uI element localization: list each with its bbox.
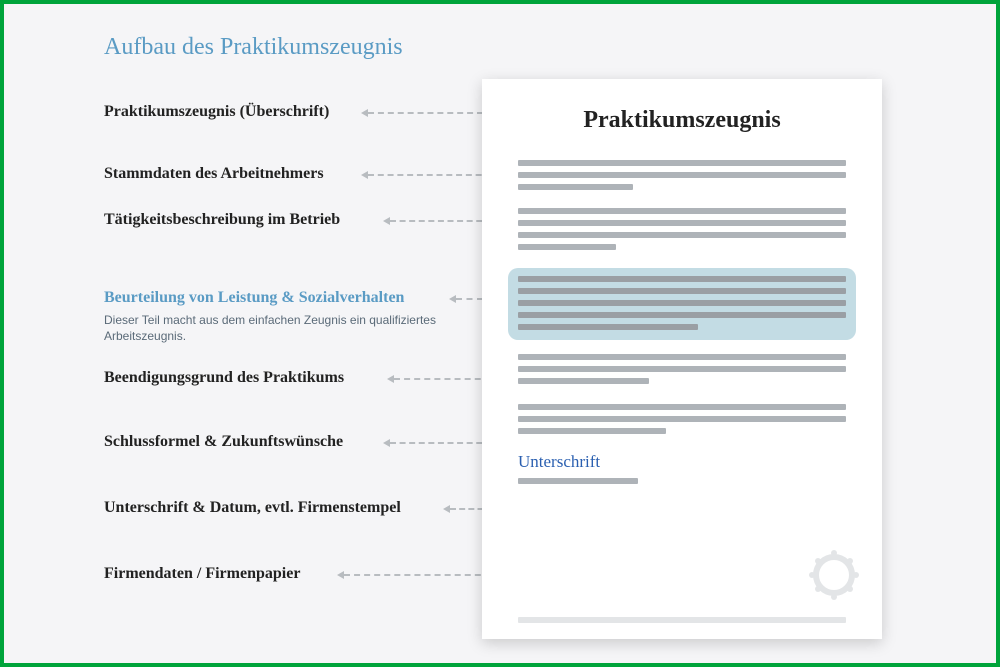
signature-line (518, 478, 638, 484)
text-line (518, 404, 846, 410)
doc-heading: Praktikumszeugnis (518, 107, 846, 134)
doc-body (518, 160, 846, 434)
text-line (518, 288, 846, 294)
text-line (518, 208, 846, 214)
text-line (518, 300, 846, 306)
highlighted-section (508, 268, 856, 340)
label-text: Beurteilung von Leistung & Sozialverhalt… (104, 288, 464, 309)
text-line (518, 428, 666, 434)
text-line (518, 366, 846, 372)
text-block (518, 160, 846, 190)
text-line (518, 184, 633, 190)
text-line (518, 416, 846, 422)
text-line (518, 244, 616, 250)
label-item: Beurteilung von Leistung & Sozialverhalt… (104, 288, 464, 344)
seal-icon (808, 549, 860, 601)
text-line (518, 378, 649, 384)
text-line (518, 232, 846, 238)
document-preview: Praktikumszeugnis Unterschrift (482, 79, 882, 639)
text-block (518, 354, 846, 384)
text-line (518, 354, 846, 360)
text-line (518, 312, 846, 318)
text-block (518, 208, 846, 250)
text-line (518, 160, 846, 166)
text-line (518, 276, 846, 282)
infographic-container: Aufbau des Praktikumszeugnis Praktikumsz… (4, 4, 996, 663)
text-block (518, 404, 846, 434)
text-line (518, 324, 698, 330)
label-item: Unterschrift & Datum, evtl. Firmenstempe… (104, 498, 464, 519)
text-line (518, 220, 846, 226)
signature-text: Unterschrift (518, 452, 846, 472)
label-subtext: Dieser Teil macht aus dem einfachen Zeug… (104, 312, 464, 344)
doc-footer-line (518, 617, 846, 623)
text-line (518, 172, 846, 178)
label-text: Unterschrift & Datum, evtl. Firmenstempe… (104, 498, 464, 519)
page-title: Aufbau des Praktikumszeugnis (104, 34, 956, 61)
